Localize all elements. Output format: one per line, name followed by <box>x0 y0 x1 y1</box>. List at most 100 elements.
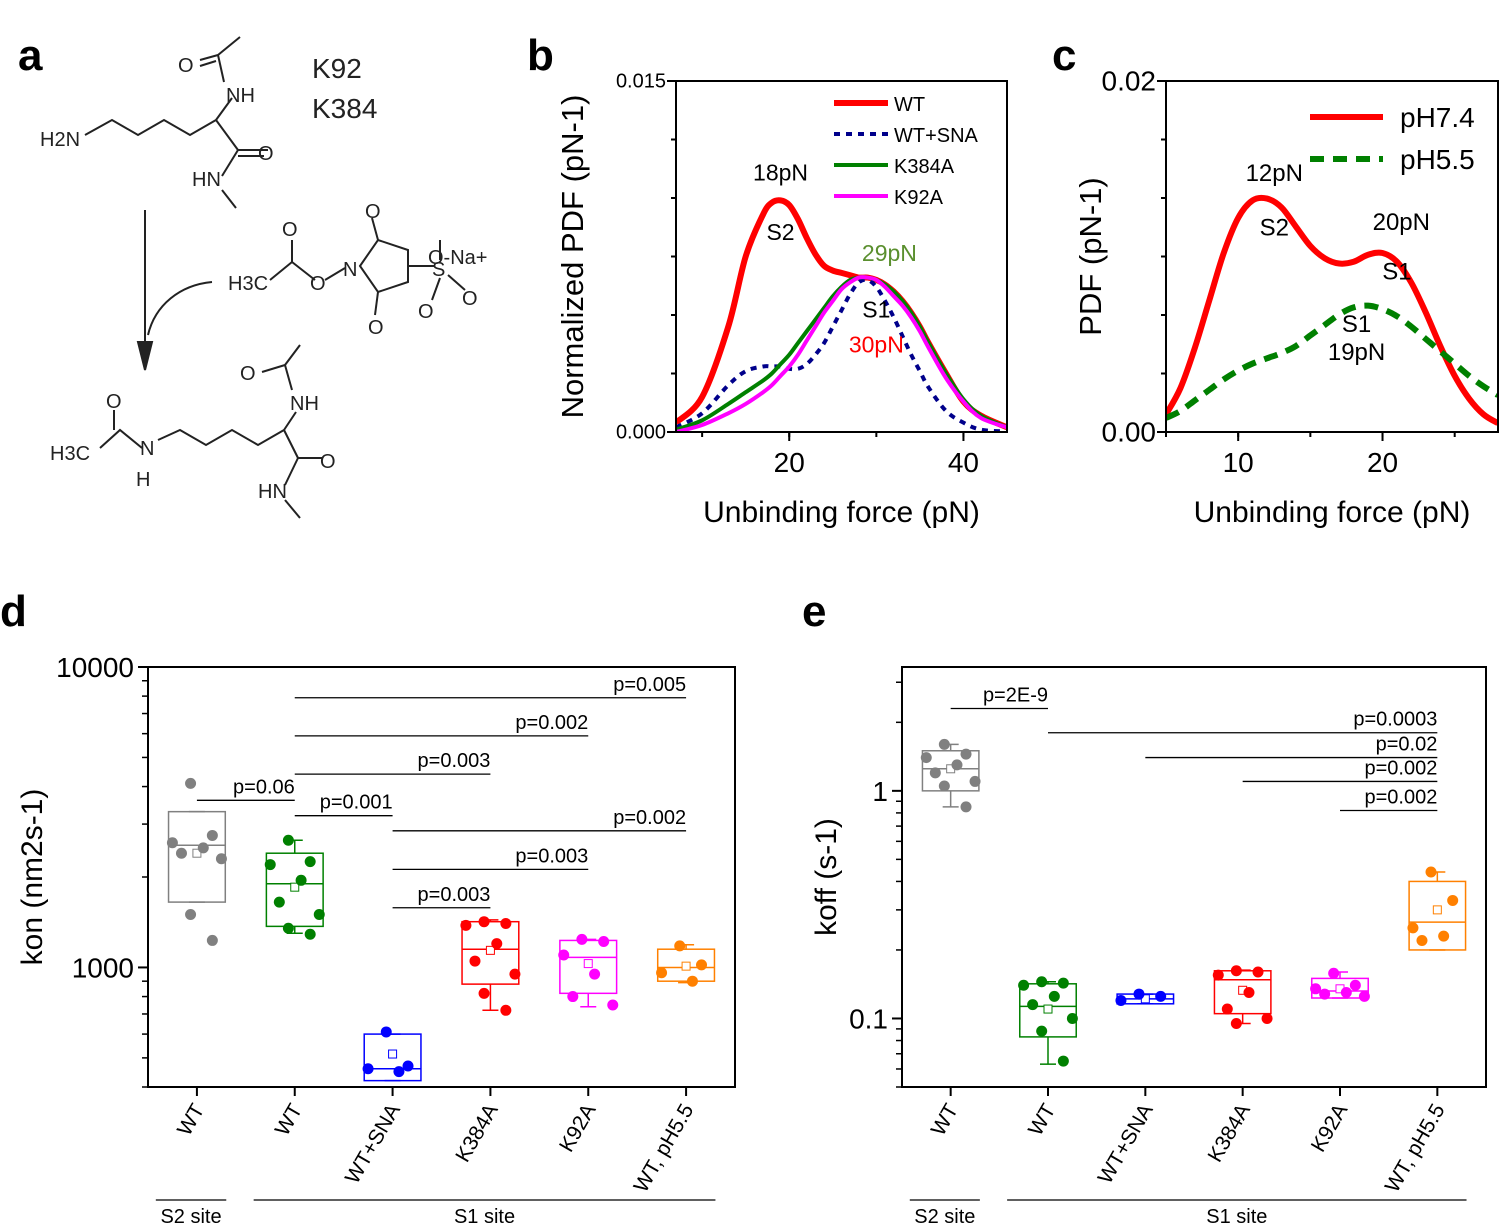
data-point-0-3 <box>197 842 209 854</box>
chart-d: 1000 10000 kon (nm2s-1) WT WT WT+SNA K384A K92A… <box>16 652 736 1228</box>
product-lysine-bond <box>157 428 285 447</box>
series-line-ph7-4 <box>1166 194 1498 426</box>
residue-k384: K384 <box>312 93 377 124</box>
legend-label-1: WT+SNA <box>894 125 979 147</box>
data-point-3-6 <box>1230 1018 1242 1030</box>
category-label-d-0: WT <box>173 1100 209 1140</box>
annotation-b-2: 29pN <box>862 240 917 266</box>
lysine-chain-bond <box>84 118 217 137</box>
data-point-1-3 <box>1048 990 1060 1002</box>
atom-h: H <box>136 469 150 491</box>
category-label-d-5: WT, pH5.5 <box>629 1100 698 1196</box>
y-tick-label-c-0: 0.00 <box>1102 416 1157 447</box>
product-acetyl-top-bond <box>284 364 293 391</box>
sna-ester-bond <box>324 267 346 281</box>
annotation-c-4: S1 <box>1342 311 1371 338</box>
atom-o-10: O <box>240 363 256 385</box>
y-tick-label-d-0: 1000 <box>72 952 134 983</box>
atom-hn-2: HN <box>258 481 287 503</box>
data-point-3-7 <box>500 1004 512 1016</box>
comparison-label-0: p=2E-9 <box>983 685 1048 707</box>
product-methyl-bond <box>284 499 301 519</box>
box-1 <box>1019 983 1077 1038</box>
data-point-2-0 <box>1133 988 1145 1000</box>
succinimide-carbonyl-bottom <box>374 291 379 316</box>
data-point-1-2 <box>264 859 276 871</box>
data-point-4-4 <box>1319 988 1331 1000</box>
data-point-5-1 <box>1447 894 1459 906</box>
atom-h3c-2: H3C <box>50 443 90 465</box>
methyl-bond <box>221 189 237 209</box>
atom-o-8: O <box>462 288 478 310</box>
data-point-0-0 <box>185 777 197 789</box>
annotation-c-5: 19pN <box>1328 339 1385 366</box>
atom-hn: HN <box>192 169 221 191</box>
data-point-4-5 <box>607 999 619 1011</box>
atom-n: N <box>343 259 357 281</box>
atom-h2n: H2N <box>40 129 80 151</box>
acetyl-methyl-bond <box>217 36 241 56</box>
product-backbone-bond <box>283 411 297 431</box>
comparison-label-0: p=0.06 <box>233 776 295 798</box>
legend-label-3: K92A <box>894 187 944 209</box>
box-3 <box>1213 970 1272 1015</box>
succinimide-carbonyl-top <box>371 217 379 241</box>
data-point-4-2 <box>1310 983 1322 995</box>
data-point-5-1 <box>696 959 708 971</box>
data-point-3-6 <box>478 987 490 999</box>
data-point-1-5 <box>313 909 325 921</box>
y-tick-label-b-1: 0.015 <box>616 71 666 93</box>
comparison-label-7: p=0.002 <box>613 807 686 829</box>
y-axis-label-d: kon (nm2s-1) <box>16 789 49 966</box>
comparison-label-3: p=0.002 <box>1364 757 1437 779</box>
data-point-4-0 <box>1328 967 1340 979</box>
data-point-0-0 <box>938 738 950 750</box>
data-point-4-3 <box>1340 987 1352 999</box>
atom-s: S <box>432 259 445 281</box>
box-1 <box>265 852 324 928</box>
data-point-5-3 <box>686 975 698 987</box>
data-point-0-4 <box>929 767 941 779</box>
box-0 <box>921 750 980 792</box>
annotation-b-3: S1 <box>862 296 890 322</box>
atom-o: O <box>178 55 194 77</box>
data-point-1-0 <box>1036 976 1048 988</box>
data-point-3-2 <box>1212 969 1224 981</box>
y-tick-label-e-1: 1 <box>872 776 888 807</box>
category-label-e-5: WT, pH5.5 <box>1381 1100 1450 1196</box>
plot-frame-e <box>901 666 1487 1088</box>
atom-h3c: H3C <box>228 273 268 295</box>
data-point-0-3 <box>951 759 963 771</box>
acetyl-bond <box>217 54 225 83</box>
data-point-1-3 <box>295 874 307 886</box>
plot-frame-d <box>147 666 736 1088</box>
atom-o-4: O <box>310 273 326 295</box>
chemical-scheme <box>84 36 466 519</box>
legend-label-0: WT <box>894 94 925 116</box>
atom-o-2: O <box>258 143 274 165</box>
category-label-d-2: WT+SNA <box>341 1100 405 1188</box>
plot-frame-c <box>1165 80 1499 433</box>
data-point-3-3 <box>1243 987 1255 999</box>
comparison-label-6: p=0.003 <box>515 845 588 867</box>
category-label-d-3: K384A <box>451 1100 502 1166</box>
product-acetyl-top-o <box>261 364 286 373</box>
reaction-arrow-head <box>136 341 154 371</box>
box-5 <box>1408 880 1467 951</box>
data-point-5-2 <box>1407 922 1419 934</box>
data-point-1-4 <box>273 896 285 908</box>
category-label-e-4: K92A <box>1307 1100 1353 1156</box>
data-point-3-1 <box>1252 966 1264 978</box>
residue-k92: K92 <box>312 53 362 84</box>
data-point-3-2 <box>460 919 472 931</box>
x-axis-label-b: Unbinding force (pN) <box>703 496 980 529</box>
annotation-b-0: 18pN <box>753 159 808 185</box>
atom-o-9: O <box>106 391 122 413</box>
x-tick-label-b-0: 20 <box>774 447 805 478</box>
sulfo-o-down <box>431 277 441 301</box>
sna-acetyl-bond <box>269 260 316 281</box>
legend-label-0: pH7.4 <box>1400 102 1475 133</box>
data-point-3-4 <box>469 955 481 967</box>
data-point-5-3 <box>1438 930 1450 942</box>
mean-marker-1 <box>290 882 300 892</box>
